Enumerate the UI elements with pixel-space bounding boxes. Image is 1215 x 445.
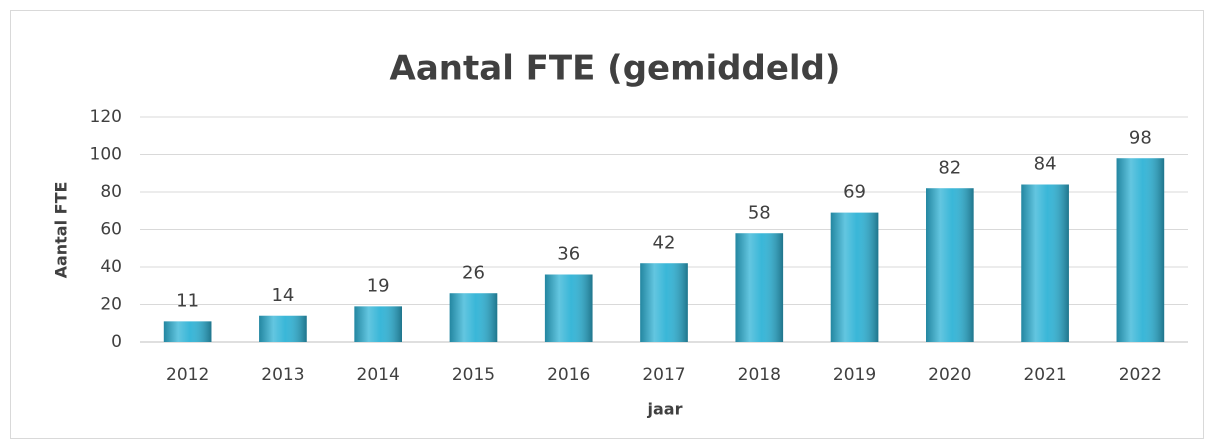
data-label: 36	[557, 244, 580, 265]
bar	[1021, 184, 1069, 342]
bar	[830, 212, 879, 342]
x-tick-label: 2022	[1119, 365, 1162, 385]
data-label: 42	[653, 232, 676, 253]
bar	[354, 306, 402, 342]
y-tick-label: 80	[100, 182, 122, 202]
x-tick-label: 2013	[261, 365, 304, 385]
x-tick-label: 2020	[928, 365, 971, 385]
x-tick-label: 2015	[452, 365, 495, 385]
y-tick-label: 120	[90, 107, 122, 127]
x-tick-label: 2021	[1023, 365, 1066, 385]
data-label: 84	[1034, 154, 1057, 175]
data-label: 82	[938, 157, 961, 178]
data-label: 11	[176, 290, 199, 311]
data-label: 58	[748, 202, 771, 223]
bar	[449, 293, 498, 342]
x-tick-label: 2012	[166, 365, 209, 385]
data-label: 19	[367, 275, 390, 296]
bar	[926, 188, 974, 342]
x-tick-label: 2019	[833, 365, 876, 385]
y-tick-label: 20	[100, 295, 122, 315]
bar	[544, 274, 593, 342]
data-label: 26	[462, 262, 485, 283]
data-label: 14	[271, 285, 294, 306]
x-tick-label: 2018	[738, 365, 781, 385]
x-tick-label: 2014	[357, 365, 400, 385]
y-tick-label: 0	[111, 332, 122, 352]
bar	[640, 263, 688, 342]
bar	[163, 321, 212, 342]
y-tick-label: 100	[90, 145, 122, 165]
x-tick-label: 2017	[642, 365, 685, 385]
x-axis-title: jaar	[647, 400, 683, 419]
bar	[259, 315, 307, 342]
y-tick-label: 60	[100, 220, 122, 240]
bar	[735, 233, 784, 342]
chart-border	[10, 10, 1204, 439]
bar	[1116, 158, 1165, 342]
x-tick-label: 2016	[547, 365, 590, 385]
y-tick-label: 40	[100, 257, 122, 277]
y-axis-title: Aantal FTE	[52, 182, 71, 279]
data-label: 98	[1129, 127, 1152, 148]
chart-title: Aantal FTE (gemiddeld)	[390, 49, 841, 89]
data-label: 69	[843, 182, 866, 203]
